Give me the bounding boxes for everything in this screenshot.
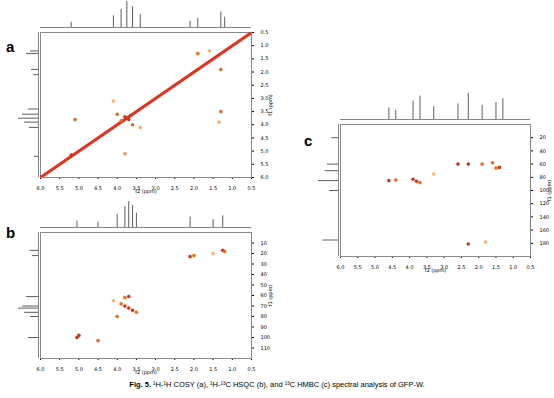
- svg-text:4.0: 4.0: [113, 185, 121, 191]
- svg-text:20: 20: [261, 250, 267, 256]
- svg-text:5.0: 5.0: [75, 185, 83, 191]
- svg-text:f1 (ppm): f1 (ppm): [546, 180, 553, 202]
- svg-text:0.5: 0.5: [248, 366, 256, 372]
- svg-text:f1 (ppm): f1 (ppm): [267, 94, 274, 116]
- svg-text:5.5: 5.5: [56, 185, 64, 191]
- svg-text:2.5: 2.5: [457, 264, 465, 270]
- svg-text:1.5: 1.5: [492, 264, 500, 270]
- svg-text:2.5: 2.5: [171, 366, 179, 372]
- svg-text:f2 (ppm): f2 (ppm): [425, 267, 447, 274]
- svg-text:3.0: 3.0: [260, 95, 269, 101]
- svg-text:5.0: 5.0: [371, 264, 379, 270]
- svg-text:100: 100: [539, 187, 549, 194]
- svg-text:1.5: 1.5: [209, 366, 217, 372]
- svg-text:20: 20: [540, 134, 546, 140]
- svg-text:4.5: 4.5: [388, 264, 396, 270]
- svg-text:80: 80: [261, 313, 267, 319]
- svg-text:2.5: 2.5: [261, 82, 269, 88]
- html-text:a: a: [6, 38, 15, 55]
- svg-text:5.5: 5.5: [261, 161, 269, 167]
- svg-text:1.0: 1.0: [228, 366, 236, 372]
- svg-text:f2 (ppm): f2 (ppm): [135, 369, 157, 376]
- svg-text:f1 (ppm): f1 (ppm): [267, 285, 274, 307]
- svg-text:1.5: 1.5: [209, 185, 217, 191]
- svg-text:6.0: 6.0: [37, 185, 45, 191]
- svg-text:5.0: 5.0: [261, 148, 269, 154]
- svg-text:140: 140: [540, 214, 550, 220]
- svg-text:0.5: 0.5: [527, 264, 535, 270]
- svg-text:90: 90: [261, 324, 267, 330]
- svg-text:1.5: 1.5: [261, 55, 269, 61]
- svg-text:50: 50: [260, 281, 267, 288]
- svg-text:6.0: 6.0: [37, 366, 45, 372]
- svg-text:4.5: 4.5: [261, 135, 269, 141]
- svg-text:1.0: 1.0: [509, 264, 517, 270]
- svg-text:160: 160: [540, 227, 550, 233]
- svg-text:10: 10: [261, 240, 267, 246]
- svg-text:60: 60: [540, 161, 546, 167]
- svg-text:30: 30: [261, 261, 267, 267]
- svg-text:6.0: 6.0: [337, 264, 345, 270]
- svg-text:1.0: 1.0: [228, 185, 236, 191]
- svg-text:180: 180: [540, 240, 550, 246]
- svg-text:3.5: 3.5: [260, 108, 269, 115]
- svg-text:6.0: 6.0: [261, 174, 269, 180]
- svg-text:60: 60: [260, 292, 267, 299]
- svg-text:4.5: 4.5: [94, 366, 102, 372]
- html-text:Fig. 5. ¹H-¹H COSY (a), ¹H-¹³C: Fig. 5. ¹H-¹H COSY (a), ¹H-¹³C HSQC (b),…: [129, 380, 425, 389]
- svg-text:4.0: 4.0: [113, 366, 121, 372]
- svg-text:40: 40: [261, 271, 267, 277]
- svg-text:2.5: 2.5: [171, 185, 179, 191]
- svg-text:4.0: 4.0: [261, 121, 269, 127]
- svg-text:5.5: 5.5: [354, 264, 362, 270]
- svg-text:120: 120: [539, 200, 549, 207]
- svg-text:70: 70: [260, 302, 267, 309]
- svg-text:100: 100: [261, 334, 271, 340]
- svg-text:110: 110: [261, 345, 271, 351]
- svg-text:5.5: 5.5: [56, 366, 64, 372]
- svg-text:0.5: 0.5: [261, 29, 269, 35]
- svg-text:2.0: 2.0: [261, 69, 269, 75]
- svg-text:0.5: 0.5: [248, 185, 256, 191]
- svg-text:80: 80: [540, 174, 546, 180]
- html-text:b: b: [6, 224, 16, 241]
- svg-text:1.0: 1.0: [261, 42, 269, 48]
- svg-text:2.0: 2.0: [190, 366, 198, 372]
- svg-text:4.5: 4.5: [94, 185, 102, 191]
- svg-text:f2 (ppm): f2 (ppm): [135, 188, 157, 195]
- svg-text:2.0: 2.0: [190, 185, 198, 191]
- svg-text:2.0: 2.0: [475, 264, 483, 270]
- svg-text:4.0: 4.0: [406, 264, 414, 270]
- svg-text:40: 40: [540, 148, 546, 154]
- svg-text:5.0: 5.0: [75, 366, 83, 372]
- html-text:c: c: [304, 132, 313, 149]
